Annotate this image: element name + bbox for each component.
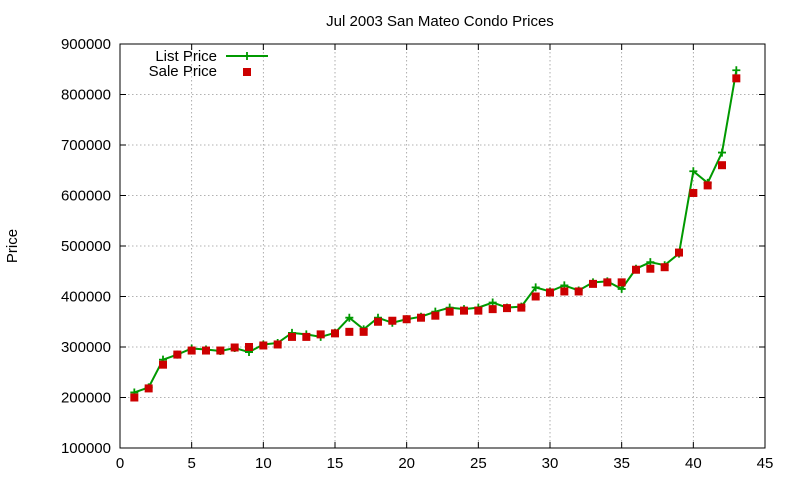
chart-title: Jul 2003 San Mateo Condo Prices xyxy=(326,13,554,30)
x-tick-label: 10 xyxy=(255,455,272,472)
sale-price-point xyxy=(445,307,454,316)
sale-price-point xyxy=(531,292,540,301)
legend-label-list-price: List Price xyxy=(155,48,217,65)
sale-price-point xyxy=(431,311,440,320)
plot-frame xyxy=(119,43,766,449)
list-price-point xyxy=(718,148,726,157)
sale-price-point xyxy=(646,264,655,273)
y-tick-label: 800000 xyxy=(61,87,111,104)
x-tick-label: 20 xyxy=(398,455,415,472)
x-tick-label: 25 xyxy=(470,455,487,472)
sale-price-point xyxy=(374,317,382,326)
list-price-line xyxy=(134,70,738,394)
list-price-point xyxy=(689,167,698,176)
sale-price-point xyxy=(474,306,483,315)
sale-price-point xyxy=(460,306,468,315)
series-sale-price xyxy=(130,74,741,402)
x-tick-label: 0 xyxy=(116,455,124,472)
sale-price-point xyxy=(617,278,626,287)
sale-price-point xyxy=(331,329,339,338)
x-tick-label: 30 xyxy=(542,455,559,472)
list-price-point xyxy=(531,283,540,292)
y-tick-label: 700000 xyxy=(61,137,111,154)
sale-price-point xyxy=(259,341,268,350)
y-tick-label: 200000 xyxy=(61,390,111,407)
sale-price-point xyxy=(703,181,712,190)
sale-price-point xyxy=(245,343,253,351)
x-tick-label: 35 xyxy=(613,455,630,472)
sale-price-point xyxy=(159,360,167,369)
sale-price-point xyxy=(316,330,325,339)
sale-price-point xyxy=(718,161,726,170)
y-tick-label: 100000 xyxy=(61,440,111,457)
x-tick-label: 45 xyxy=(757,455,774,472)
sale-price-point xyxy=(388,316,397,325)
sale-price-point xyxy=(574,287,583,296)
sale-price-point xyxy=(546,288,554,297)
list-price-point xyxy=(345,313,354,322)
sale-price-point xyxy=(345,327,354,336)
sale-price-point xyxy=(560,287,569,296)
sale-price-point xyxy=(144,384,153,393)
sale-price-point xyxy=(589,279,597,288)
sale-price-point xyxy=(689,188,698,197)
x-tick-label: 15 xyxy=(327,455,344,472)
y-tick-label: 400000 xyxy=(61,289,111,306)
sale-price-point xyxy=(603,278,612,287)
sale-price-point xyxy=(675,248,683,257)
y-tick-label: 900000 xyxy=(61,36,111,53)
x-tick-label: 40 xyxy=(685,455,702,472)
x-tick-label: 5 xyxy=(187,455,195,472)
list-price-point xyxy=(732,66,741,75)
legend-swatch-sale-price xyxy=(243,68,251,76)
sale-price-point xyxy=(359,327,368,336)
sale-price-point xyxy=(302,332,311,341)
y-axis-label: Price xyxy=(4,229,21,263)
grid xyxy=(120,44,765,448)
sale-price-point xyxy=(288,332,296,341)
sale-price-point xyxy=(660,263,669,272)
y-tick-label: 500000 xyxy=(61,238,111,255)
sale-price-point xyxy=(632,265,640,274)
sale-price-point xyxy=(517,303,526,312)
sale-price-point xyxy=(732,74,741,83)
legend-label-sale-price: Sale Price xyxy=(149,63,217,80)
sale-price-point xyxy=(273,340,282,349)
sale-price-point xyxy=(230,343,239,352)
sale-price-point xyxy=(417,313,425,322)
legend-swatch-list-price-marker xyxy=(243,52,251,60)
y-tick-label: 300000 xyxy=(61,339,111,356)
sale-price-point xyxy=(173,350,182,359)
sale-price-point xyxy=(402,315,411,324)
sale-price-point xyxy=(216,346,225,355)
sale-price-point xyxy=(202,346,210,355)
sale-price-point xyxy=(503,304,511,313)
ticks: 0 5 10 15 20 25 30 35 40 45 100000 200000 300000 4000… xyxy=(61,36,773,472)
sale-price-point xyxy=(488,305,497,314)
sale-price-point xyxy=(187,346,196,355)
sale-price-point xyxy=(130,393,139,402)
y-tick-label: 600000 xyxy=(61,188,111,205)
